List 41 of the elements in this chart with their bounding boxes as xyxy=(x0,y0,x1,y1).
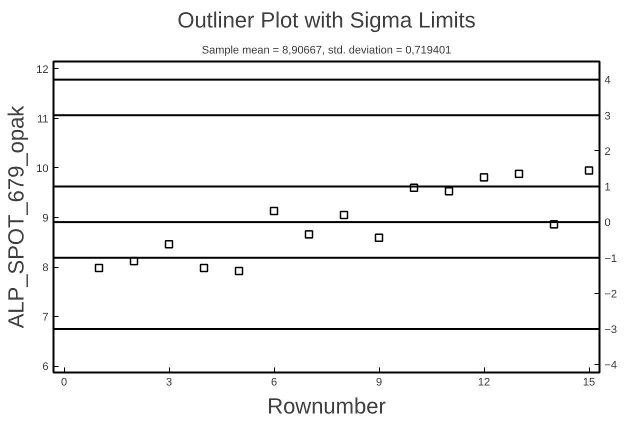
point xyxy=(304,230,314,239)
x-axis-title: Rownumber xyxy=(267,394,386,418)
point xyxy=(164,240,174,248)
x-tick-label: 3 xyxy=(166,376,172,388)
point xyxy=(374,234,384,242)
point xyxy=(130,256,138,266)
y-tick-label: 10 xyxy=(36,162,49,175)
point xyxy=(234,266,244,276)
x-tick-label: 9 xyxy=(376,376,382,388)
x-tick-label: 12 xyxy=(478,376,490,388)
chart-title: Outliner Plot with Sigma Limits xyxy=(177,8,476,32)
point xyxy=(480,173,488,182)
x-tick-label: 15 xyxy=(582,376,596,388)
y2-tick-label: 3 xyxy=(604,110,611,122)
point xyxy=(584,166,594,175)
point xyxy=(550,220,558,229)
y2-tick-label: 4 xyxy=(604,74,611,87)
y-tick-label: 11 xyxy=(37,113,49,126)
point xyxy=(270,206,278,216)
point xyxy=(514,170,524,178)
y-tick-label: 12 xyxy=(36,64,49,76)
x-tick-label: 0 xyxy=(60,376,68,388)
point xyxy=(410,184,418,192)
point xyxy=(94,264,104,272)
y2-tick-label: −2 xyxy=(604,288,618,300)
y2-tick-label: 1 xyxy=(604,182,611,194)
y2-tick-label: 0 xyxy=(604,217,611,230)
chart-subtitle: Sample mean = 8,90667, std. deviation = 0,719401 xyxy=(202,44,452,56)
x-tick-label: 6 xyxy=(270,376,278,388)
y2-tick-label: 2 xyxy=(604,146,611,158)
y2-tick-label: −1 xyxy=(604,252,618,265)
y-tick-label: 9 xyxy=(42,212,49,224)
y-axis-title: ALP_SPOT_679_opak xyxy=(3,104,28,328)
y2-tick-label: −3 xyxy=(604,324,618,336)
y-tick-label: 7 xyxy=(42,312,49,324)
y2-tick-label: −4 xyxy=(604,360,618,372)
y-tick-label: 8 xyxy=(42,262,49,274)
point xyxy=(444,187,454,196)
point xyxy=(200,264,208,272)
y-tick-label: 6 xyxy=(42,361,49,374)
point xyxy=(340,210,348,220)
